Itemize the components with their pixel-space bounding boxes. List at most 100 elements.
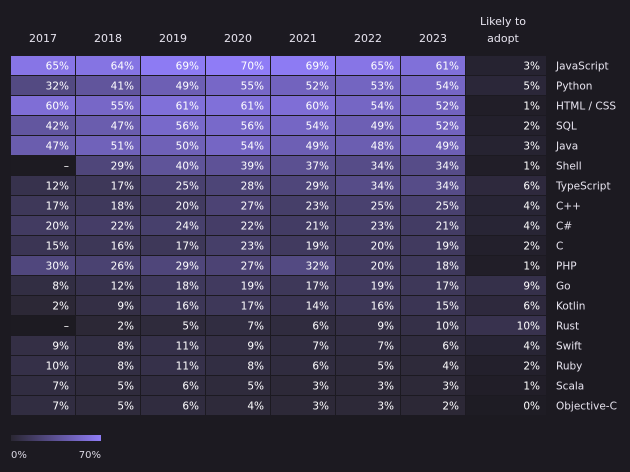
heatmap-cell-swift-2017 — [11, 336, 75, 355]
heatmap-cell-shell-2023 — [401, 156, 465, 175]
heatmap-cell-sql-2022 — [336, 116, 400, 135]
heatmap-cell-python-2019 — [141, 76, 205, 95]
cell-label-ruby-2020: 8% — [247, 361, 264, 373]
heatmap-cell-c-2017 — [11, 216, 75, 235]
column-header-2018: 2018 — [94, 32, 122, 45]
cell-label-java-2020: 54% — [241, 141, 264, 153]
cell-label-rust-2020: 7% — [247, 321, 264, 333]
adopt-cell-c — [466, 196, 546, 215]
heatmap-cell-typescript-2017 — [11, 176, 75, 195]
cell-label-rust-2017: – — [64, 321, 69, 333]
heatmap-cell-java-2022 — [336, 136, 400, 155]
heatmap-cell-objective-c-2019 — [141, 396, 205, 415]
heatmap-cell-c-2021 — [271, 236, 335, 255]
heatmap-cell-kotlin-2020 — [206, 296, 270, 315]
color-scale-gradient — [11, 435, 101, 441]
cell-label-python-2018: 41% — [111, 81, 134, 93]
cell-label-html-css-2019: 61% — [176, 101, 199, 113]
cell-label-shell-2023: 34% — [436, 161, 459, 173]
row-label-c: C# — [556, 221, 572, 233]
cell-label-java-2019: 50% — [176, 141, 199, 153]
cell-label-swift-2018: 8% — [117, 341, 134, 353]
row-label-swift: Swift — [556, 341, 582, 353]
cell-label-scala-2018: 5% — [117, 381, 134, 393]
heatmap-cell-sql-2018 — [76, 116, 140, 135]
cell-label-kotlin-2019: 16% — [176, 301, 199, 313]
cell-label-ruby-2023: 4% — [442, 361, 459, 373]
cell-label-typescript-2022: 34% — [371, 181, 394, 193]
adopt-header-line1: Likely to — [480, 15, 526, 28]
cell-label-rust-2018: 2% — [117, 321, 134, 333]
cell-label-sql-2018: 47% — [111, 121, 134, 133]
cell-label-html-css-2020: 61% — [241, 101, 264, 113]
cell-label-shell-2022: 34% — [371, 161, 394, 173]
adopt-label-swift: 4% — [523, 341, 540, 353]
adopt-label-c: 4% — [523, 201, 540, 213]
heatmap-cell-objective-c-2017 — [11, 396, 75, 415]
cell-label-c-2019: 24% — [176, 221, 199, 233]
cell-label-java-2021: 49% — [306, 141, 329, 153]
cell-label-go-2020: 19% — [241, 281, 264, 293]
heatmap-cell-java-2023 — [401, 136, 465, 155]
cell-label-typescript-2020: 28% — [241, 181, 264, 193]
cell-label-shell-2018: 29% — [111, 161, 134, 173]
heatmap-cell-shell-2018 — [76, 156, 140, 175]
heatmap-cell-java-2017 — [11, 136, 75, 155]
cell-label-objective-c-2021: 3% — [312, 401, 329, 413]
cell-label-c-2018: 16% — [111, 241, 134, 253]
cell-label-javascript-2021: 69% — [306, 61, 329, 73]
heatmap-cell-ruby-2020 — [206, 356, 270, 375]
heatmap-cell-python-2017 — [11, 76, 75, 95]
cell-label-objective-c-2022: 3% — [377, 401, 394, 413]
heatmap-cell-swift-2023 — [401, 336, 465, 355]
heatmap-cell-swift-2020 — [206, 336, 270, 355]
heatmap-cell-typescript-2023 — [401, 176, 465, 195]
adopt-label-typescript: 6% — [523, 181, 540, 193]
cell-label-python-2021: 52% — [306, 81, 329, 93]
heatmap-cell-typescript-2018 — [76, 176, 140, 195]
cell-label-go-2022: 19% — [371, 281, 394, 293]
cell-label-c-2023: 19% — [436, 241, 459, 253]
cell-label-scala-2020: 5% — [247, 381, 264, 393]
heatmap-cell-sql-2023 — [401, 116, 465, 135]
cell-label-kotlin-2017: 2% — [52, 301, 69, 313]
heatmap-cell-c-2018 — [76, 236, 140, 255]
adopt-cell-c — [466, 216, 546, 235]
heatmap-cell-go-2021 — [271, 276, 335, 295]
heatmap-cell-go-2019 — [141, 276, 205, 295]
heatmap-cell-go-2018 — [76, 276, 140, 295]
heatmap-cell-shell-2022 — [336, 156, 400, 175]
adopt-cell-html-css — [466, 96, 546, 115]
cell-label-ruby-2017: 10% — [46, 361, 69, 373]
adopt-cell-objective-c — [466, 396, 546, 415]
adopt-cell-sql — [466, 116, 546, 135]
heatmap-cell-scala-2022 — [336, 376, 400, 395]
cell-label-c-2021: 21% — [306, 221, 329, 233]
heatmap-cell-javascript-2022 — [336, 56, 400, 75]
adopt-label-rust: 10% — [517, 321, 540, 333]
cell-label-php-2018: 26% — [111, 261, 134, 273]
heatmap-cell-javascript-2017 — [11, 56, 75, 75]
cell-label-html-css-2017: 60% — [46, 101, 69, 113]
heatmap-cell-javascript-2021 — [271, 56, 335, 75]
legend-max-label: 70% — [78, 450, 101, 461]
heatmap-cell-html-css-2017 — [11, 96, 75, 115]
row-label-html-css: HTML / CSS — [556, 101, 616, 113]
cell-label-c-2017: 20% — [46, 221, 69, 233]
cell-label-java-2023: 49% — [436, 141, 459, 153]
heatmap-cell-python-2018 — [76, 76, 140, 95]
cell-label-scala-2021: 3% — [312, 381, 329, 393]
heatmap-cell-html-css-2020 — [206, 96, 270, 115]
heatmap-cell-kotlin-2023 — [401, 296, 465, 315]
heatmap-cell-objective-c-2022 — [336, 396, 400, 415]
heatmap-cell-c-2020 — [206, 196, 270, 215]
heatmap-cell-html-css-2019 — [141, 96, 205, 115]
heatmap-cell-scala-2021 — [271, 376, 335, 395]
cell-label-html-css-2023: 52% — [436, 101, 459, 113]
heatmap-cell-c-2021 — [271, 216, 335, 235]
cell-label-typescript-2021: 29% — [306, 181, 329, 193]
heatmap-cell-php-2023 — [401, 256, 465, 275]
row-label-rust: Rust — [556, 321, 579, 333]
heatmap-cell-ruby-2023 — [401, 356, 465, 375]
heatmap-cell-kotlin-2018 — [76, 296, 140, 315]
